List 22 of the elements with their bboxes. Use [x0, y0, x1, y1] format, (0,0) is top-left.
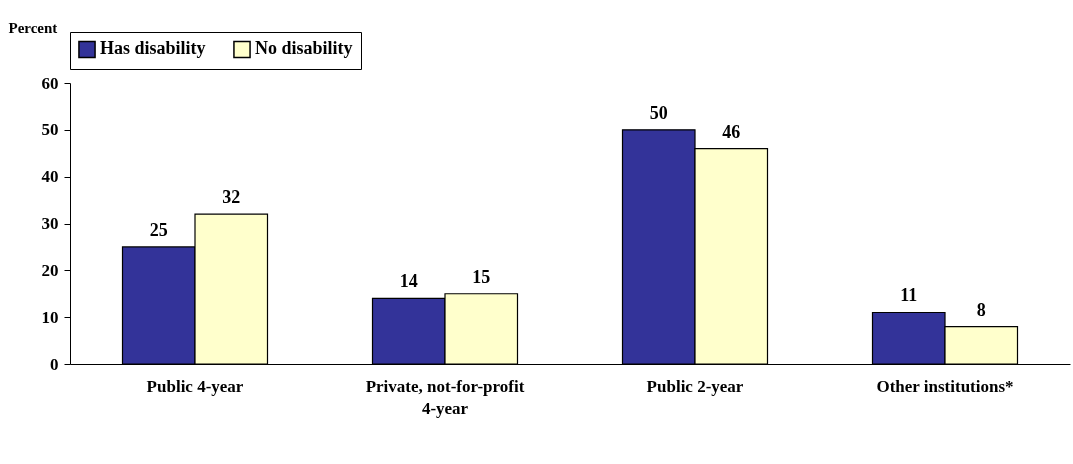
legend-label: Has disability — [100, 38, 206, 59]
y-tick-label: 20 — [41, 260, 59, 280]
data-label: 32 — [222, 187, 241, 208]
x-tick-label: Other institutions* — [876, 376, 1014, 396]
data-label: 15 — [472, 266, 491, 287]
data-label: 8 — [976, 299, 986, 320]
y-axis-title: Percent — [8, 19, 58, 36]
y-tick-label: 0 — [50, 354, 59, 374]
x-tick-label: Public 4-year — [146, 376, 244, 396]
data-label: 11 — [900, 285, 918, 306]
data-label: 14 — [399, 271, 418, 292]
y-tick-label: 10 — [41, 307, 59, 327]
data-label: 50 — [649, 102, 668, 123]
y-tick-label: 50 — [41, 120, 59, 140]
data-label: 46 — [722, 121, 741, 142]
data-label: 25 — [149, 219, 168, 240]
y-tick-label: 30 — [41, 214, 59, 233]
y-tick-label: 40 — [41, 167, 59, 187]
y-tick-label: 60 — [41, 73, 59, 93]
x-tick-label: Public 2-year — [646, 376, 744, 396]
x-tick-label: Private, not-for-profit 4-year — [365, 376, 525, 418]
legend-label: No disability — [255, 38, 353, 59]
